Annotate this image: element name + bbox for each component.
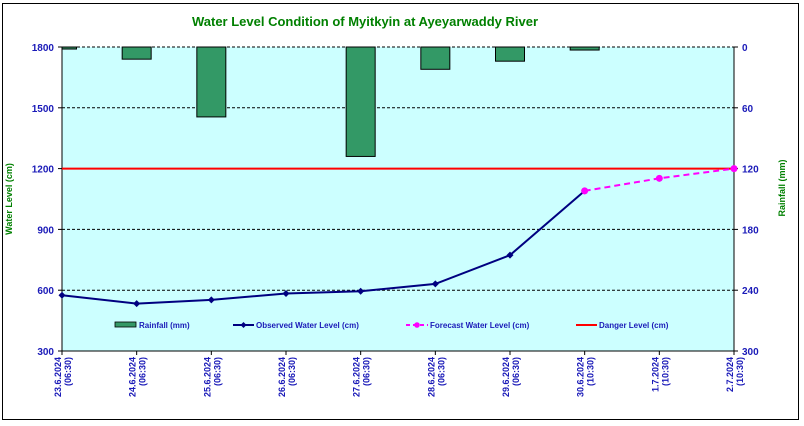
right-tick-label: 120	[742, 165, 759, 176]
x-tick-date: 29.6.2024	[501, 357, 511, 397]
observed-point	[506, 251, 514, 259]
legend-forecast-label: Forecast Water Level (cm)	[430, 321, 530, 330]
x-tick-date: 24.6.2024	[128, 357, 138, 397]
rainfall-bar	[569, 46, 600, 51]
x-tick-time: (06:30)	[511, 357, 521, 386]
forecast-point	[581, 187, 589, 195]
left-tick-label: 900	[37, 225, 54, 236]
x-tick-label: 23.6.2024 (06:30)	[53, 357, 73, 397]
plot-area	[62, 47, 734, 351]
x-tick-label: 1.7.2024 (10:30)	[650, 357, 670, 392]
observed-point	[133, 300, 141, 308]
x-tick-time: (06:30)	[63, 357, 73, 386]
right-tick-label: 0	[742, 43, 748, 54]
legend-observed-label: Observed Water Level (cm)	[256, 321, 359, 330]
legend-forecast-marker	[414, 322, 420, 328]
x-tick-label: 26.6.2024 (06:30)	[277, 357, 297, 397]
x-tick-date: 2.7.2024	[725, 357, 735, 392]
forecast-water-level-series	[581, 165, 738, 195]
legend-rainfall-label: Rainfall (mm)	[139, 321, 190, 330]
rainfall-bar	[121, 46, 152, 60]
observed-point	[207, 296, 215, 304]
axes	[58, 46, 738, 355]
x-tick-label: 24.6.2024 (06:30)	[128, 357, 148, 397]
left-axis-title: Water Level (cm)	[4, 163, 14, 235]
right-axis-title: Rainfall (mm)	[777, 159, 787, 216]
left-tick-label: 1800	[32, 43, 55, 54]
left-tick-label: 1200	[32, 165, 55, 176]
x-tick-date: 26.6.2024	[277, 357, 287, 397]
rainfall-bar	[420, 46, 451, 70]
right-tick-label: 240	[742, 286, 759, 297]
rainfall-bar	[345, 46, 376, 157]
x-tick-time: (06:30)	[362, 357, 372, 386]
x-tick-label: 25.6.2024 (06:30)	[202, 357, 222, 397]
rainfall-bar	[61, 46, 77, 50]
x-tick-label: 27.6.2024 (06:30)	[352, 357, 372, 397]
left-axis-tick-labels: 1800 1500 1200 900 600 300	[32, 43, 55, 358]
x-tick-date: 23.6.2024	[53, 357, 63, 397]
rainfall-bar	[196, 46, 227, 118]
x-axis-tick-labels: 23.6.2024 (06:30) 24.6.2024 (06:30) 25.6.202…	[53, 357, 745, 397]
x-tick-time: (06:30)	[287, 357, 297, 386]
legend-danger-label: Danger Level (cm)	[599, 321, 669, 330]
observed-point	[431, 280, 439, 288]
legend-rainfall-swatch	[114, 321, 137, 328]
x-tick-date: 27.6.2024	[352, 357, 362, 397]
x-tick-label: 30.6.2024 (10:30)	[576, 357, 596, 397]
rainfall-bars	[61, 46, 600, 157]
right-tick-label: 300	[742, 347, 759, 358]
x-tick-label: 2.7.2024 (10:30)	[725, 357, 745, 392]
left-tick-label: 1500	[32, 104, 55, 115]
right-axis-tick-labels: 0 60 120 180 240 300	[742, 43, 759, 358]
right-tick-label: 60	[742, 104, 754, 115]
x-tick-date: 25.6.2024	[202, 357, 212, 397]
x-tick-label: 28.6.2024 (06:30)	[426, 357, 446, 397]
x-tick-time: (06:30)	[436, 357, 446, 386]
right-tick-label: 180	[742, 225, 759, 236]
legend-observed-marker	[240, 322, 247, 328]
observed-point	[357, 287, 365, 295]
forecast-point	[655, 174, 663, 182]
x-tick-time: (06:30)	[138, 357, 148, 386]
rainfall-bar	[495, 46, 525, 62]
x-tick-time: (10:30)	[586, 357, 596, 386]
chart-title: Water Level Condition of Myitkyin at Aye…	[192, 14, 538, 29]
x-tick-time: (10:30)	[660, 357, 670, 386]
legend: Rainfall (mm) Observed Water Level (cm) Fo…	[114, 321, 669, 330]
forecast-point	[730, 165, 738, 173]
x-tick-label: 29.6.2024 (06:30)	[501, 357, 521, 397]
x-tick-date: 1.7.2024	[650, 357, 660, 392]
observed-point	[282, 289, 290, 297]
observed-point	[58, 291, 66, 299]
left-tick-label: 600	[37, 286, 54, 297]
x-tick-time: (06:30)	[212, 357, 222, 386]
observed-line	[61, 190, 586, 305]
left-tick-label: 300	[37, 347, 54, 358]
x-tick-date: 28.6.2024	[426, 357, 436, 397]
x-tick-time: (10:30)	[735, 357, 745, 386]
x-tick-date: 30.6.2024	[576, 357, 586, 397]
